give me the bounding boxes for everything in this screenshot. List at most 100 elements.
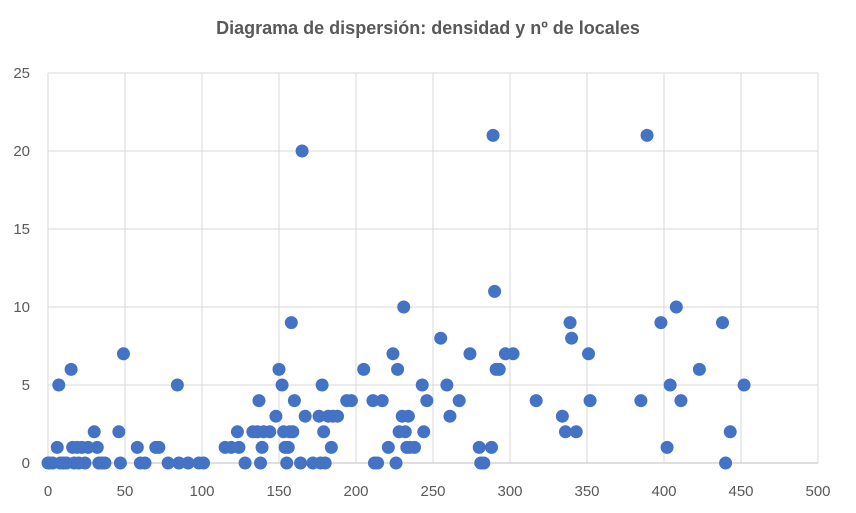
data-point bbox=[284, 316, 298, 330]
data-point bbox=[286, 425, 300, 439]
data-point bbox=[719, 456, 733, 470]
data-point bbox=[716, 316, 730, 330]
y-tick-label: 25 bbox=[13, 65, 30, 82]
data-point bbox=[238, 456, 252, 470]
data-point bbox=[294, 456, 308, 470]
data-point bbox=[737, 378, 751, 392]
data-point bbox=[272, 362, 286, 376]
x-tick-label: 500 bbox=[805, 483, 830, 500]
data-point bbox=[197, 456, 211, 470]
data-point bbox=[280, 456, 294, 470]
data-point bbox=[161, 456, 175, 470]
data-point bbox=[555, 409, 569, 423]
x-tick-label: 250 bbox=[420, 483, 445, 500]
data-point bbox=[78, 456, 92, 470]
y-tick-label: 10 bbox=[13, 299, 30, 316]
data-point bbox=[116, 347, 130, 361]
data-point bbox=[371, 456, 385, 470]
data-point bbox=[112, 425, 126, 439]
data-point bbox=[723, 425, 737, 439]
y-tick-label: 20 bbox=[13, 143, 30, 160]
x-tick-label: 0 bbox=[44, 483, 52, 500]
data-point bbox=[692, 362, 706, 376]
data-point bbox=[317, 425, 331, 439]
data-point bbox=[324, 440, 338, 454]
data-point bbox=[152, 440, 166, 454]
data-point bbox=[366, 394, 380, 408]
data-point bbox=[440, 378, 454, 392]
data-point bbox=[415, 378, 429, 392]
x-tick-label: 150 bbox=[266, 483, 291, 500]
data-point bbox=[331, 409, 345, 423]
x-tick-label: 50 bbox=[117, 483, 134, 500]
data-point bbox=[230, 425, 244, 439]
data-point bbox=[397, 300, 411, 314]
data-point bbox=[398, 425, 412, 439]
data-point bbox=[232, 440, 246, 454]
data-point bbox=[654, 316, 668, 330]
data-point bbox=[90, 440, 104, 454]
data-point bbox=[81, 440, 95, 454]
data-point bbox=[255, 440, 269, 454]
data-point bbox=[634, 394, 648, 408]
data-point bbox=[269, 409, 283, 423]
data-point bbox=[565, 331, 579, 345]
x-tick-label: 200 bbox=[343, 483, 368, 500]
data-point bbox=[138, 456, 152, 470]
data-point bbox=[172, 456, 186, 470]
data-point bbox=[443, 409, 457, 423]
data-point bbox=[263, 425, 277, 439]
data-point bbox=[492, 362, 506, 376]
x-tick-label: 350 bbox=[574, 483, 599, 500]
data-point bbox=[181, 456, 195, 470]
data-point bbox=[569, 425, 583, 439]
data-point bbox=[529, 394, 543, 408]
data-point bbox=[87, 425, 101, 439]
data-point bbox=[660, 440, 674, 454]
data-point bbox=[472, 440, 486, 454]
gridlines bbox=[48, 72, 819, 463]
x-tick-label: 100 bbox=[189, 483, 214, 500]
data-point bbox=[375, 394, 389, 408]
data-point bbox=[64, 362, 78, 376]
tick-labels: 0 50 100 150 200 250 300 350 400 450 500 0 5 10 15 20 25 bbox=[13, 65, 830, 500]
data-point bbox=[391, 362, 405, 376]
data-point bbox=[463, 347, 477, 361]
data-point bbox=[295, 144, 309, 158]
data-point bbox=[344, 394, 358, 408]
data-point bbox=[506, 347, 520, 361]
chart-title: Diagrama de dispersión: densidad y nº de… bbox=[216, 18, 640, 38]
y-tick-label: 15 bbox=[13, 221, 30, 238]
data-point bbox=[563, 316, 577, 330]
data-point bbox=[50, 440, 64, 454]
y-tick-label: 0 bbox=[22, 455, 30, 472]
data-point bbox=[252, 394, 266, 408]
data-point bbox=[417, 425, 431, 439]
data-point bbox=[408, 440, 422, 454]
data-point bbox=[452, 394, 466, 408]
data-point bbox=[312, 409, 326, 423]
data-point bbox=[434, 331, 448, 345]
data-point bbox=[98, 456, 112, 470]
data-point bbox=[477, 456, 491, 470]
data-point bbox=[558, 425, 572, 439]
data-point bbox=[386, 347, 400, 361]
y-tick-label: 5 bbox=[22, 377, 30, 394]
data-point bbox=[52, 378, 66, 392]
data-point bbox=[287, 394, 301, 408]
data-point bbox=[298, 409, 312, 423]
x-tick-label: 400 bbox=[651, 483, 676, 500]
data-point bbox=[170, 378, 184, 392]
data-point bbox=[401, 409, 415, 423]
data-point bbox=[582, 347, 596, 361]
x-tick-label: 300 bbox=[497, 483, 522, 500]
data-point bbox=[389, 456, 403, 470]
data-point bbox=[669, 300, 683, 314]
data-point bbox=[381, 440, 395, 454]
data-point bbox=[113, 456, 127, 470]
data-point bbox=[357, 362, 371, 376]
data-point bbox=[254, 456, 268, 470]
data-point bbox=[674, 394, 688, 408]
data-point bbox=[663, 378, 677, 392]
